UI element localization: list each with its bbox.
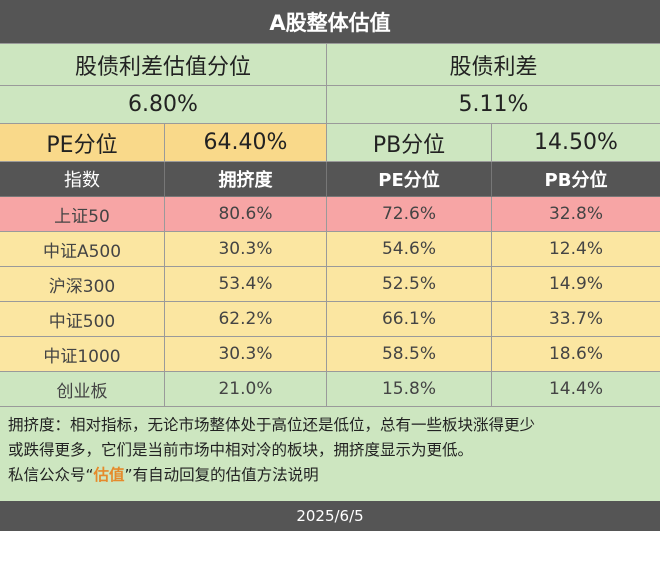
contact-note: 私信公众号“估值”有自动回复的估值方法说明 <box>8 463 652 488</box>
pe-value: 54.6% <box>327 232 492 267</box>
page-title: A股整体估值 <box>0 0 660 44</box>
spread-label: 股债利差 <box>327 44 660 86</box>
crowding-value: 30.3% <box>165 337 327 372</box>
index-name: 上证50 <box>0 197 165 232</box>
crowding-value: 62.2% <box>165 302 327 337</box>
pb-value: 14.4% <box>492 372 660 407</box>
pb-percentile-label: PB分位 <box>327 124 492 162</box>
table-row: 中证A500 30.3% 54.6% 12.4% <box>0 232 660 267</box>
crowding-value: 30.3% <box>165 232 327 267</box>
pe-value: 72.6% <box>327 197 492 232</box>
pe-value: 66.1% <box>327 302 492 337</box>
summary-value-row: 6.80% 5.11% <box>0 86 660 124</box>
crowding-value: 53.4% <box>165 267 327 302</box>
crowding-value: 21.0% <box>165 372 327 407</box>
column-header-pb: PB分位 <box>492 162 660 197</box>
pe-value: 58.5% <box>327 337 492 372</box>
table-row: 沪深300 53.4% 52.5% 14.9% <box>0 267 660 302</box>
spread-value: 5.11% <box>327 86 660 124</box>
index-name: 中证1000 <box>0 337 165 372</box>
pb-value: 12.4% <box>492 232 660 267</box>
contact-note-suffix: ”有自动回复的估值方法说明 <box>124 466 319 484</box>
pe-percentile-label: PE分位 <box>0 124 165 162</box>
spread-percentile-value: 6.80% <box>0 86 327 124</box>
table-row: 中证1000 30.3% 58.5% 18.6% <box>0 337 660 372</box>
column-header-index: 指数 <box>0 162 165 197</box>
spread-percentile-label: 股债利差估值分位 <box>0 44 327 86</box>
summary-header-row: 股债利差估值分位 股债利差 <box>0 44 660 86</box>
contact-note-keyword: 估值 <box>93 466 125 484</box>
crowding-note-line-2: 或跌得更多，它们是当前市场中相对冷的板块，拥挤度显示为更低。 <box>8 441 474 459</box>
table-header-row: 指数 拥挤度 PE分位 PB分位 <box>0 162 660 197</box>
column-header-pe: PE分位 <box>327 162 492 197</box>
pb-percentile-value: 14.50% <box>492 124 660 162</box>
table-row: 中证500 62.2% 66.1% 33.7% <box>0 302 660 337</box>
contact-note-prefix: 私信公众号“ <box>8 466 94 484</box>
table-row: 上证50 80.6% 72.6% 32.8% <box>0 197 660 232</box>
crowding-note-line-1: 拥挤度：相对指标，无论市场整体处于高位还是低位，总有一些板块涨得更少 <box>8 416 536 434</box>
column-header-crowding: 拥挤度 <box>165 162 327 197</box>
footer-date: 2025/6/5 <box>0 501 660 531</box>
pe-percentile-value: 64.40% <box>165 124 327 162</box>
pb-value: 33.7% <box>492 302 660 337</box>
pb-value: 18.6% <box>492 337 660 372</box>
table-row: 创业板 21.0% 15.8% 14.4% <box>0 372 660 407</box>
index-name: 沪深300 <box>0 267 165 302</box>
index-name: 中证A500 <box>0 232 165 267</box>
pe-value: 52.5% <box>327 267 492 302</box>
index-name: 创业板 <box>0 372 165 407</box>
index-name: 中证500 <box>0 302 165 337</box>
pe-value: 15.8% <box>327 372 492 407</box>
pb-value: 14.9% <box>492 267 660 302</box>
kpi-row: PE分位 64.40% PB分位 14.50% <box>0 124 660 162</box>
notes-section: 拥挤度：相对指标，无论市场整体处于高位还是低位，总有一些板块涨得更少 或跌得更多… <box>0 407 660 501</box>
crowding-value: 80.6% <box>165 197 327 232</box>
pb-value: 32.8% <box>492 197 660 232</box>
